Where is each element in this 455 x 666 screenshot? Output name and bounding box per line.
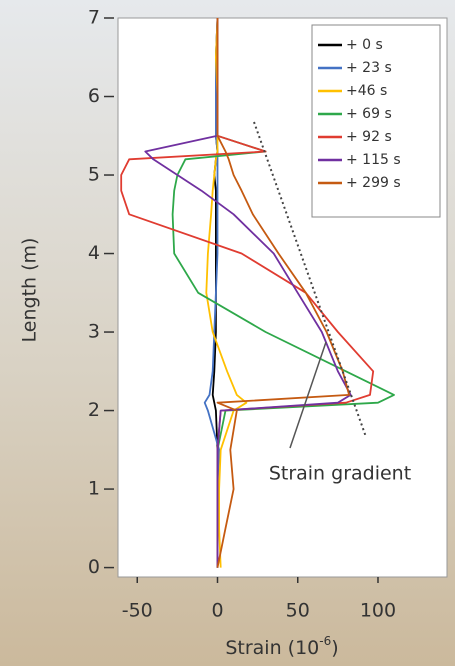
legend-label: + 69 s [346,106,392,122]
x-label-end: ) [331,637,338,659]
x-label-main: Strain (10 [225,637,319,659]
y-tick-label: 5 [88,164,100,186]
legend-label: + 299 s [346,175,401,191]
y-tick-label: 0 [88,556,100,578]
y-tick-label: 4 [88,242,100,264]
annotation: Strain gradient [269,463,411,485]
legend-label: + 115 s [346,152,401,168]
y-tick-label: 6 [88,85,100,107]
legend-label: + 23 s [346,60,392,76]
chart: Strain gradient Length (m) Strain (10-6)… [0,0,455,666]
y-tick-label: 7 [88,7,100,29]
legend-label: + 92 s [346,129,392,145]
y-axis-label: Length (m) [19,238,41,343]
x-tick-label: 100 [360,600,396,622]
x-label-sup: -6 [319,634,331,648]
x-tick-label: 0 [211,600,223,622]
y-tick-label: 3 [88,321,100,343]
y-tick-label: 2 [88,399,100,421]
legend-label: + 0 s [346,37,383,53]
y-tick-label: 1 [88,478,100,500]
legend-label: +46 s [346,83,387,99]
x-tick-label: 50 [286,600,310,622]
x-tick-label: -50 [122,600,153,622]
